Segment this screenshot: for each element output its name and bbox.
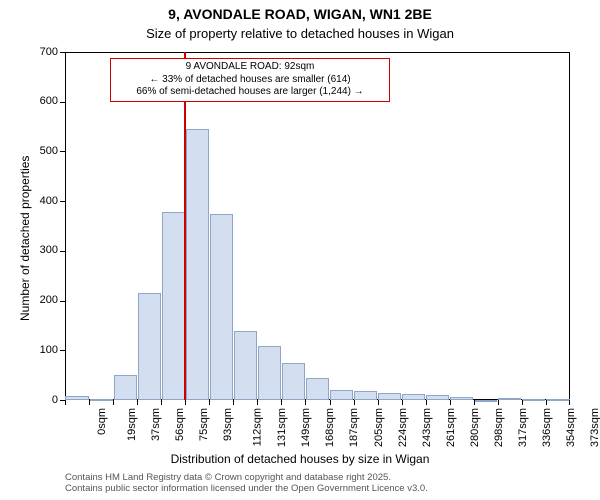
histogram-bar <box>498 398 521 400</box>
xtick-mark <box>89 400 90 405</box>
ytick-label: 600 <box>20 95 58 107</box>
histogram-bar <box>210 214 233 400</box>
histogram-bar <box>258 346 281 400</box>
ytick-label: 400 <box>20 195 58 207</box>
xtick-label: 0sqm <box>96 408 108 435</box>
xtick-mark <box>113 400 114 405</box>
chart-title-line2: Size of property relative to detached ho… <box>0 26 600 41</box>
xtick-label: 354sqm <box>565 408 577 447</box>
top-axis-line <box>65 52 570 53</box>
xtick-mark <box>354 400 355 405</box>
xtick-label: 19sqm <box>126 408 138 441</box>
ytick-mark <box>60 350 65 351</box>
ytick-label: 200 <box>20 294 58 306</box>
y-axis-line <box>65 52 66 400</box>
ytick-mark <box>60 201 65 202</box>
ytick-mark <box>60 301 65 302</box>
histogram-bar <box>234 331 257 400</box>
histogram-bar <box>282 363 305 400</box>
ytick-mark <box>60 102 65 103</box>
ytick-label: 700 <box>20 46 58 58</box>
ytick-label: 500 <box>20 145 58 157</box>
xtick-label: 149sqm <box>301 408 313 447</box>
histogram-bar <box>546 399 569 401</box>
histogram-bar <box>138 293 161 400</box>
ytick-mark <box>60 251 65 252</box>
xtick-label: 93sqm <box>222 408 234 441</box>
annotation-line-2: ← 33% of detached houses are smaller (61… <box>115 74 385 87</box>
xtick-mark <box>330 400 331 405</box>
ytick-mark <box>60 52 65 53</box>
histogram-bar <box>162 212 185 400</box>
xtick-label: 75sqm <box>198 408 210 441</box>
histogram-bar <box>90 399 113 401</box>
xtick-mark <box>257 400 258 405</box>
histogram-bar <box>354 391 377 400</box>
xtick-mark <box>65 400 66 405</box>
ytick-label: 300 <box>20 244 58 256</box>
xtick-mark <box>233 400 234 405</box>
chart-title-line1: 9, AVONDALE ROAD, WIGAN, WN1 2BE <box>0 6 600 22</box>
reference-line <box>184 52 186 400</box>
xtick-label: 373sqm <box>589 408 600 447</box>
xtick-label: 280sqm <box>469 408 481 447</box>
histogram-bar <box>114 375 137 400</box>
plot-area: 01002003004005006007000sqm19sqm37sqm56sq… <box>65 52 570 400</box>
xtick-label: 205sqm <box>373 408 385 447</box>
xtick-mark <box>185 400 186 405</box>
xtick-mark <box>426 400 427 405</box>
xtick-mark <box>378 400 379 405</box>
xtick-mark <box>546 400 547 405</box>
histogram-bar <box>450 397 473 400</box>
xtick-label: 131sqm <box>276 408 288 447</box>
xtick-label: 56sqm <box>174 408 186 441</box>
ytick-label: 100 <box>20 344 58 356</box>
xtick-label: 187sqm <box>349 408 361 447</box>
xtick-mark <box>450 400 451 405</box>
xtick-label: 224sqm <box>397 408 409 447</box>
annotation-box: 9 AVONDALE ROAD: 92sqm← 33% of detached … <box>110 58 390 102</box>
xtick-mark <box>569 400 570 405</box>
ytick-mark <box>60 151 65 152</box>
xtick-mark <box>161 400 162 405</box>
xtick-mark <box>474 400 475 405</box>
histogram-bar <box>522 399 545 401</box>
xtick-label: 317sqm <box>517 408 529 447</box>
xtick-label: 261sqm <box>445 408 457 447</box>
x-axis-label: Distribution of detached houses by size … <box>0 452 600 466</box>
xtick-mark <box>402 400 403 405</box>
xtick-mark <box>281 400 282 405</box>
histogram-bar <box>378 393 401 400</box>
xtick-label: 298sqm <box>493 408 505 447</box>
xtick-mark <box>137 400 138 405</box>
xtick-label: 112sqm <box>252 408 264 446</box>
xtick-mark <box>498 400 499 405</box>
xtick-label: 336sqm <box>541 408 553 447</box>
xtick-label: 243sqm <box>421 408 433 447</box>
histogram-bar <box>186 129 209 400</box>
ytick-label: 0 <box>20 394 58 406</box>
xtick-label: 168sqm <box>325 408 337 447</box>
xtick-mark <box>305 400 306 405</box>
histogram-bar <box>402 394 425 400</box>
footer-line1: Contains HM Land Registry data © Crown c… <box>65 472 428 483</box>
annotation-line-3: 66% of semi-detached houses are larger (… <box>115 86 385 99</box>
histogram-bar <box>330 390 353 400</box>
histogram-bar <box>426 395 449 400</box>
xtick-mark <box>522 400 523 405</box>
histogram-bar <box>65 396 88 400</box>
chart-container: 9, AVONDALE ROAD, WIGAN, WN1 2BE Size of… <box>0 0 600 500</box>
annotation-line-1: 9 AVONDALE ROAD: 92sqm <box>115 61 385 74</box>
footer-line3: Contains public sector information licen… <box>65 483 428 494</box>
y-axis-right-line <box>569 52 570 400</box>
xtick-label: 37sqm <box>150 408 162 441</box>
xtick-mark <box>209 400 210 405</box>
histogram-bar <box>474 400 497 402</box>
histogram-bar <box>306 378 329 400</box>
footer-attribution: Contains HM Land Registry data © Crown c… <box>65 472 428 494</box>
